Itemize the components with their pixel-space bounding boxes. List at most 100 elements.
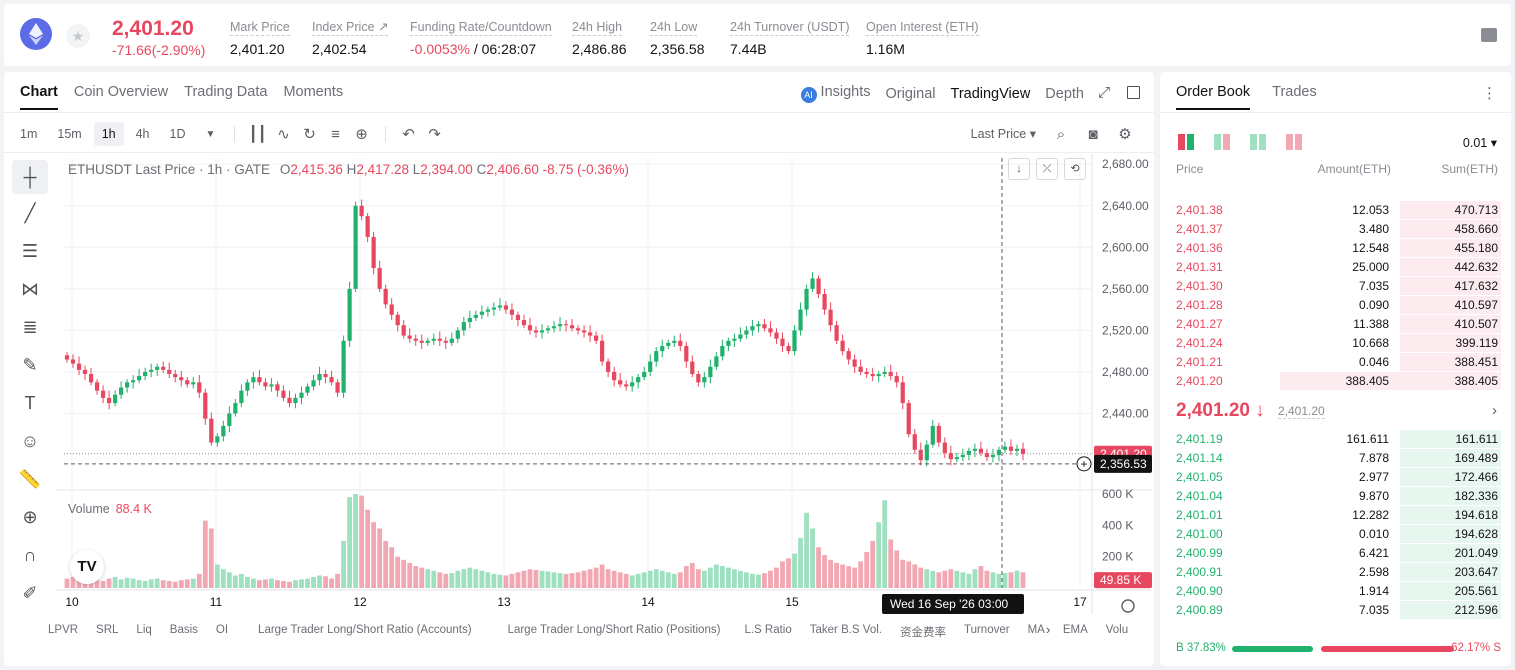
- ask-row[interactable]: 2,401.38 12.053 470.713: [1176, 200, 1501, 219]
- view-tradingview[interactable]: TradingView: [950, 85, 1031, 102]
- bid-row[interactable]: 2,401.05 2.977 172.466: [1176, 467, 1501, 486]
- arrow-down-icon[interactable]: ↓: [1008, 158, 1030, 180]
- tab-coin-overview[interactable]: Coin Overview: [73, 84, 169, 100]
- ask-sum: 388.405: [1454, 374, 1498, 388]
- search-icon[interactable]: ⌕: [1056, 125, 1066, 143]
- indicators-icon[interactable]: ∿: [277, 126, 290, 143]
- text-tool-icon[interactable]: T: [24, 392, 36, 413]
- candle-type-icon[interactable]: ┃┃: [248, 126, 267, 143]
- indicator-oi[interactable]: OI: [215, 624, 229, 636]
- tab-trades[interactable]: Trades: [1272, 84, 1317, 100]
- tab-moments[interactable]: Moments: [283, 84, 344, 100]
- camera-icon[interactable]: ◙: [1088, 125, 1098, 143]
- chevron-right-icon[interactable]: ›: [1492, 402, 1497, 419]
- timeframe-15m[interactable]: 15m: [57, 127, 82, 141]
- bid-row[interactable]: 2,401.01 12.282 194.618: [1176, 505, 1501, 524]
- tab-trading-data[interactable]: Trading Data: [184, 84, 268, 100]
- chart-legend: ETHUSDT Last Price · 1h · GATE O2,415.36…: [68, 162, 629, 177]
- tab-chart[interactable]: Chart: [20, 84, 58, 110]
- indicator-ema[interactable]: EMA: [1062, 624, 1088, 636]
- ask-amount: 0.046: [1358, 355, 1389, 369]
- ask-row[interactable]: 2,401.36 12.548 455.180: [1176, 238, 1501, 257]
- price-chart[interactable]: 2,680.00 2,640.00 2,600.00 2,560.00 2,520.00…: [56, 154, 1154, 624]
- volume-bar: [840, 564, 846, 588]
- indicator-ls-positions[interactable]: Large Trader Long/Short Ratio (Positions…: [507, 624, 721, 636]
- ruler-icon[interactable]: 📏: [18, 468, 42, 489]
- settings-gear-icon[interactable]: ⚙: [1118, 126, 1132, 143]
- redo-icon[interactable]: ↷: [428, 126, 441, 143]
- tab-order-book[interactable]: Order Book: [1176, 84, 1251, 110]
- view-depth[interactable]: Depth: [1045, 85, 1084, 102]
- horizontal-lines-icon[interactable]: ☰: [21, 240, 39, 261]
- bid-row[interactable]: 2,401.00 0.010 194.628: [1176, 524, 1501, 543]
- replay-icon[interactable]: ↻: [303, 126, 316, 143]
- ask-row[interactable]: 2,401.28 0.090 410.597: [1176, 295, 1501, 314]
- zoom-in-icon[interactable]: ⊕: [22, 506, 38, 527]
- bid-row[interactable]: 2,400.89 7.035 212.596: [1176, 600, 1501, 619]
- fullscreen-icon[interactable]: ⤢: [1097, 84, 1110, 101]
- trendline-icon[interactable]: ╱: [24, 202, 36, 223]
- indicator-taker-vol[interactable]: Taker B.S Vol.: [809, 624, 882, 636]
- undo-icon[interactable]: ↶: [402, 126, 415, 143]
- indicator-ls-accounts[interactable]: Large Trader Long/Short Ratio (Accounts): [258, 624, 472, 636]
- favorite-star-icon[interactable]: ★: [66, 24, 90, 48]
- timeframe-1d[interactable]: 1D: [169, 127, 186, 141]
- crosshair-icon[interactable]: ┼: [12, 160, 48, 194]
- view-bids-icon[interactable]: [1250, 134, 1266, 150]
- timeframe-1m[interactable]: 1m: [20, 127, 38, 141]
- indicator-lpvr[interactable]: LPVR: [48, 624, 79, 636]
- bid-row[interactable]: 2,401.14 7.878 169.489: [1176, 448, 1501, 467]
- indicator-ls-ratio[interactable]: L.S Ratio: [744, 624, 792, 636]
- more-options-icon[interactable]: ⋮: [1482, 85, 1497, 102]
- magnet-icon[interactable]: ∩: [23, 544, 37, 565]
- timeframe-1h[interactable]: 1h: [93, 122, 124, 146]
- stat-index-price[interactable]: Index Price ↗ 2,402.54: [312, 18, 389, 57]
- pencil-icon[interactable]: ✐: [22, 582, 38, 603]
- collapse-icon[interactable]: ⤫: [1036, 158, 1058, 180]
- brush-icon[interactable]: ✎: [22, 354, 38, 375]
- add-alert-icon[interactable]: ⊕: [355, 126, 368, 143]
- loop-icon[interactable]: ⟲: [1064, 158, 1086, 180]
- view-both-icon[interactable]: [1178, 134, 1194, 150]
- emoji-icon[interactable]: ☺: [20, 430, 40, 451]
- ask-row[interactable]: 2,401.31 25.000 442.632: [1176, 257, 1501, 276]
- indicator-funding-rate[interactable]: 资金费率: [899, 627, 946, 639]
- indicator-volume[interactable]: Volu: [1105, 624, 1129, 636]
- bid-row[interactable]: 2,400.91 2.598 203.647: [1176, 562, 1501, 581]
- book-icon[interactable]: [1481, 28, 1497, 42]
- chevron-right-icon[interactable]: ›: [1046, 622, 1051, 637]
- bid-row[interactable]: 2,400.90 1.914 205.561: [1176, 581, 1501, 600]
- ask-row[interactable]: 2,401.20 388.405 388.405: [1176, 371, 1501, 390]
- indicator-ma[interactable]: MA: [1027, 624, 1045, 636]
- indicator-basis[interactable]: Basis: [169, 624, 198, 636]
- timeframe-dropdown-icon[interactable]: ▼: [205, 128, 216, 140]
- pattern-icon[interactable]: ⋈: [21, 278, 39, 299]
- indicator-turnover[interactable]: Turnover: [963, 624, 1010, 636]
- timeframe-4h[interactable]: 4h: [135, 127, 150, 141]
- stat-label: Index Price ↗: [312, 20, 389, 36]
- window-icon[interactable]: [1127, 86, 1140, 99]
- bid-row[interactable]: 2,401.04 9.870 182.336: [1176, 486, 1501, 505]
- fib-icon[interactable]: ≣: [22, 316, 38, 337]
- volume-bar: [455, 570, 461, 588]
- bid-row[interactable]: 2,400.99 6.421 201.049: [1176, 543, 1501, 562]
- indicator-srl[interactable]: SRL: [96, 624, 119, 636]
- precision-select[interactable]: 0.01 ▾: [1462, 136, 1497, 150]
- bid-row[interactable]: 2,401.19 161.611 161.611: [1176, 429, 1501, 448]
- view-original[interactable]: Original: [885, 85, 936, 102]
- view-asks-icon[interactable]: [1286, 134, 1302, 150]
- ask-row[interactable]: 2,401.27 11.388 410.507: [1176, 314, 1501, 333]
- indicator-liq[interactable]: Liq: [136, 624, 152, 636]
- candle-body: [852, 359, 857, 367]
- ask-row[interactable]: 2,401.37 3.480 458.660: [1176, 219, 1501, 238]
- stat-value: 7.44B: [730, 41, 767, 57]
- view-both-alt-icon[interactable]: [1214, 134, 1230, 150]
- depth-bar: [1400, 582, 1501, 600]
- tradingview-logo-icon[interactable]: TV: [70, 550, 104, 584]
- ask-row[interactable]: 2,401.30 7.035 417.632: [1176, 276, 1501, 295]
- price-type-select[interactable]: Last Price ▾: [970, 127, 1036, 141]
- ask-row[interactable]: 2,401.24 10.668 399.119: [1176, 333, 1501, 352]
- view-insights[interactable]: AI Insights: [800, 84, 871, 103]
- ask-row[interactable]: 2,401.21 0.046 388.451: [1176, 352, 1501, 371]
- templates-icon[interactable]: ≡: [331, 125, 340, 143]
